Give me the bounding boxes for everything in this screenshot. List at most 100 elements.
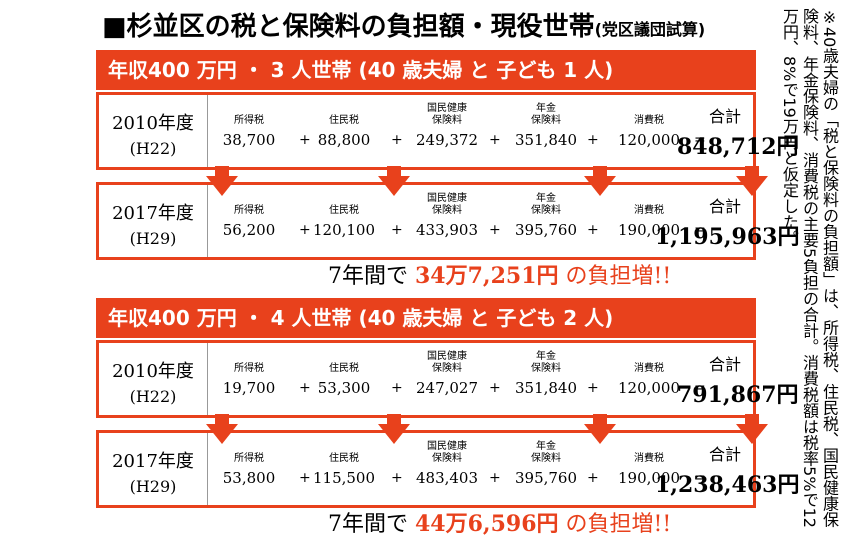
household-section-4-person: 年収400 万円 ・ 4 人世帯 (40 歳夫婦 と 子ども 2 人) 2010年…	[96, 298, 799, 537]
increase-prefix: 7年間で	[328, 512, 408, 537]
household-section-3-person: 年収400 万円 ・ 3 人世帯 (40 歳夫婦 と 子ども 1 人) 2010年…	[96, 50, 799, 289]
year-cell: 2010年度 (H22)	[99, 343, 208, 415]
label-nhi-line1: 国民健康	[427, 103, 467, 114]
down-arrow-icon	[736, 166, 768, 196]
value-nhi: 483,403	[415, 469, 479, 487]
fiscal-year: 2017年度	[112, 203, 194, 224]
equals-sign: =	[694, 470, 706, 486]
value-nhi: 433,903	[415, 221, 479, 239]
total-label: 合計	[709, 445, 742, 464]
household-banner: 年収400 万円 ・ 3 人世帯 (40 歳夫婦 と 子ども 1 人)	[96, 50, 756, 90]
label-income-tax: 所得税	[234, 205, 264, 216]
increase-suffix: の負担増!!	[565, 512, 672, 537]
plus-sign: +	[489, 470, 501, 486]
label-income-tax: 所得税	[234, 453, 264, 464]
value-pension: 395,760	[514, 469, 578, 487]
equals-sign: =	[694, 222, 706, 238]
plus-sign: +	[391, 132, 403, 148]
plus-sign: +	[299, 470, 311, 486]
label-consumption-tax: 消費税	[634, 453, 664, 464]
year-row: 2017年度 (H29) 所得税 住民税 国民健康 保険料 年金 保険料 消費税 56,200 12…	[96, 182, 799, 260]
value-resident-tax: 53,300	[317, 379, 371, 397]
increase-summary: 7年間で 44万6,596円 の負担増!!	[328, 506, 671, 538]
label-pension-line2: 保険料	[531, 363, 561, 374]
plus-sign: +	[299, 132, 311, 148]
value-consumption-tax: 190,000	[617, 221, 681, 239]
down-arrow-icon	[736, 414, 768, 444]
value-pension: 351,840	[514, 131, 578, 149]
value-income-tax: 19,700	[222, 379, 276, 397]
label-nhi-line2: 保険料	[432, 453, 462, 464]
value-resident-tax: 88,800	[317, 131, 371, 149]
value-consumption-tax: 120,000	[617, 379, 681, 397]
increase-suffix: の負担増!!	[565, 264, 672, 289]
increase-summary: 7年間で 34万7,251円 の負担増!!	[328, 258, 671, 290]
page-title: ■杉並区の税と保険料の負担額・現役世帯(党区議団試算)	[102, 6, 706, 42]
increase-amount: 44万6,596円	[415, 511, 559, 537]
label-nhi-line1: 国民健康	[427, 193, 467, 204]
label-nhi-line2: 保険料	[432, 115, 462, 126]
label-pension-line1: 年金	[536, 193, 556, 204]
era-year: (H22)	[129, 139, 177, 158]
label-resident-tax: 住民税	[329, 363, 359, 374]
value-income-tax: 56,200	[222, 221, 276, 239]
value-income-tax: 53,800	[222, 469, 276, 487]
down-arrow-icon	[206, 166, 238, 196]
era-year: (H29)	[129, 477, 177, 496]
label-pension-line1: 年金	[536, 441, 556, 452]
total-label: 合計	[709, 197, 742, 216]
value-nhi: 247,027	[415, 379, 479, 397]
label-nhi-line2: 保険料	[432, 205, 462, 216]
down-arrow-icon	[378, 414, 410, 444]
value-pension: 395,760	[514, 221, 578, 239]
era-year: (H29)	[129, 229, 177, 248]
label-nhi-line1: 国民健康	[427, 351, 467, 362]
year-cell: 2017年度 (H29)	[99, 433, 208, 505]
increase-amount: 34万7,251円	[415, 263, 559, 289]
label-pension-line1: 年金	[536, 103, 556, 114]
value-resident-tax: 120,100	[312, 221, 376, 239]
era-year: (H22)	[129, 387, 177, 406]
label-pension-line2: 保険料	[531, 115, 561, 126]
total-label: 合計	[709, 355, 742, 374]
fiscal-year: 2010年度	[112, 361, 194, 382]
total-value: 848,712円	[677, 134, 799, 160]
page-title-main: ■杉並区の税と保険料の負担額・現役世帯	[102, 12, 595, 42]
plus-sign: +	[489, 222, 501, 238]
value-pension: 351,840	[514, 379, 578, 397]
fiscal-year: 2017年度	[112, 451, 194, 472]
value-resident-tax: 115,500	[312, 469, 376, 487]
value-income-tax: 38,700	[222, 131, 276, 149]
plus-sign: +	[489, 132, 501, 148]
page-title-sub: (党区議団試算)	[594, 20, 706, 39]
plus-sign: +	[489, 380, 501, 396]
label-pension-line1: 年金	[536, 351, 556, 362]
total-value: 1,195,963円	[655, 224, 800, 250]
label-income-tax: 所得税	[234, 363, 264, 374]
label-nhi-line2: 保険料	[432, 363, 462, 374]
plus-sign: +	[391, 380, 403, 396]
year-row: 2010年度 (H22) 所得税 住民税 国民健康 保険料 年金 保険料 消費税 38,700 88…	[96, 92, 799, 170]
label-resident-tax: 住民税	[329, 453, 359, 464]
year-row: 2010年度 (H22) 所得税 住民税 国民健康 保険料 年金 保険料 消費税 19,700 53…	[96, 340, 799, 418]
label-consumption-tax: 消費税	[634, 115, 664, 126]
plus-sign: +	[391, 470, 403, 486]
equals-sign: =	[694, 380, 706, 396]
label-pension-line2: 保険料	[531, 453, 561, 464]
increase-prefix: 7年間で	[328, 264, 408, 289]
value-consumption-tax: 190,000	[617, 469, 681, 487]
plus-sign: +	[587, 222, 599, 238]
total-value: 791,867円	[677, 382, 799, 408]
year-cell: 2010年度 (H22)	[99, 95, 208, 167]
label-resident-tax: 住民税	[329, 115, 359, 126]
plus-sign: +	[299, 380, 311, 396]
down-arrow-icon	[378, 166, 410, 196]
year-row: 2017年度 (H29) 所得税 住民税 国民健康 保険料 年金 保険料 消費税 53,800 11…	[96, 430, 799, 508]
label-nhi-line1: 国民健康	[427, 441, 467, 452]
total-label: 合計	[709, 107, 742, 126]
down-arrow-icon	[206, 414, 238, 444]
plus-sign: +	[587, 470, 599, 486]
value-consumption-tax: 120,000	[617, 131, 681, 149]
plus-sign: +	[587, 380, 599, 396]
total-value: 1,238,463円	[655, 472, 800, 498]
